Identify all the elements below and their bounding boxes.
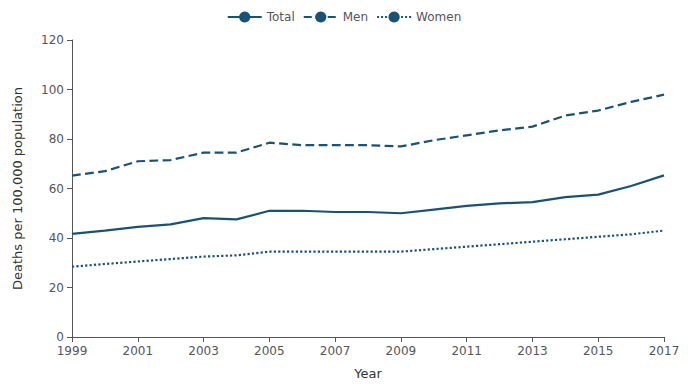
svg-text:2001: 2001 [123,344,154,358]
svg-text:Total: Total [266,10,295,24]
svg-text:Year: Year [353,366,382,381]
svg-text:60: 60 [49,182,64,196]
svg-text:2011: 2011 [451,344,482,358]
svg-text:Deaths per 100,000 population: Deaths per 100,000 population [10,87,25,290]
svg-text:20: 20 [49,281,64,295]
svg-text:Men: Men [343,10,368,24]
svg-text:1999: 1999 [57,344,88,358]
svg-text:2005: 2005 [254,344,285,358]
svg-text:2017: 2017 [649,344,680,358]
svg-text:0: 0 [56,330,64,344]
svg-text:100: 100 [41,83,64,97]
svg-text:2007: 2007 [320,344,351,358]
svg-text:2009: 2009 [386,344,417,358]
svg-text:40: 40 [49,231,64,245]
svg-text:80: 80 [49,132,64,146]
svg-text:2015: 2015 [583,344,614,358]
svg-text:2013: 2013 [517,344,548,358]
svg-text:120: 120 [41,33,64,47]
svg-text:Women: Women [416,10,461,24]
svg-text:2003: 2003 [188,344,219,358]
